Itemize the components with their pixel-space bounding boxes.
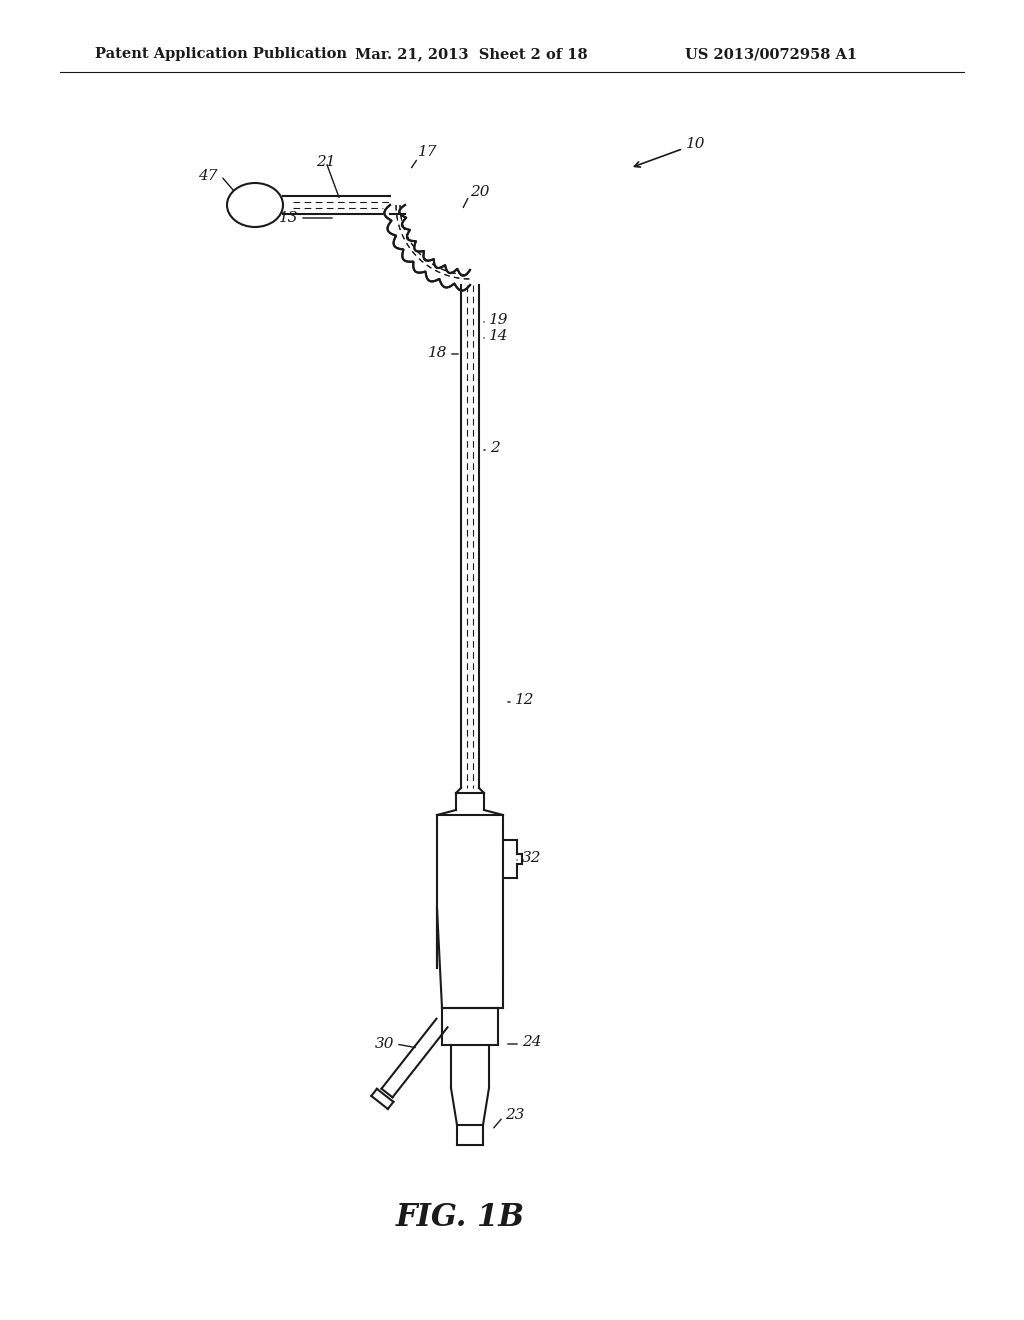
Text: 30: 30 <box>375 1038 394 1051</box>
Text: 13: 13 <box>279 211 298 224</box>
Text: 17: 17 <box>418 145 437 158</box>
Text: Patent Application Publication: Patent Application Publication <box>95 48 347 61</box>
Text: Mar. 21, 2013  Sheet 2 of 18: Mar. 21, 2013 Sheet 2 of 18 <box>355 48 588 61</box>
Text: US 2013/0072958 A1: US 2013/0072958 A1 <box>685 48 857 61</box>
Text: FIG. 1B: FIG. 1B <box>395 1203 524 1233</box>
Text: 47: 47 <box>199 169 218 183</box>
Ellipse shape <box>227 183 283 227</box>
Text: 24: 24 <box>522 1035 542 1049</box>
Text: 19: 19 <box>489 313 509 327</box>
Text: 23: 23 <box>505 1107 524 1122</box>
Polygon shape <box>384 205 470 290</box>
Text: 21: 21 <box>316 154 336 169</box>
Text: 12: 12 <box>515 693 535 708</box>
Text: 2: 2 <box>490 441 500 455</box>
Text: 20: 20 <box>470 185 489 199</box>
Text: 32: 32 <box>522 851 542 865</box>
Text: 14: 14 <box>489 329 509 343</box>
Text: 10: 10 <box>634 137 706 168</box>
Text: 18: 18 <box>427 346 447 360</box>
